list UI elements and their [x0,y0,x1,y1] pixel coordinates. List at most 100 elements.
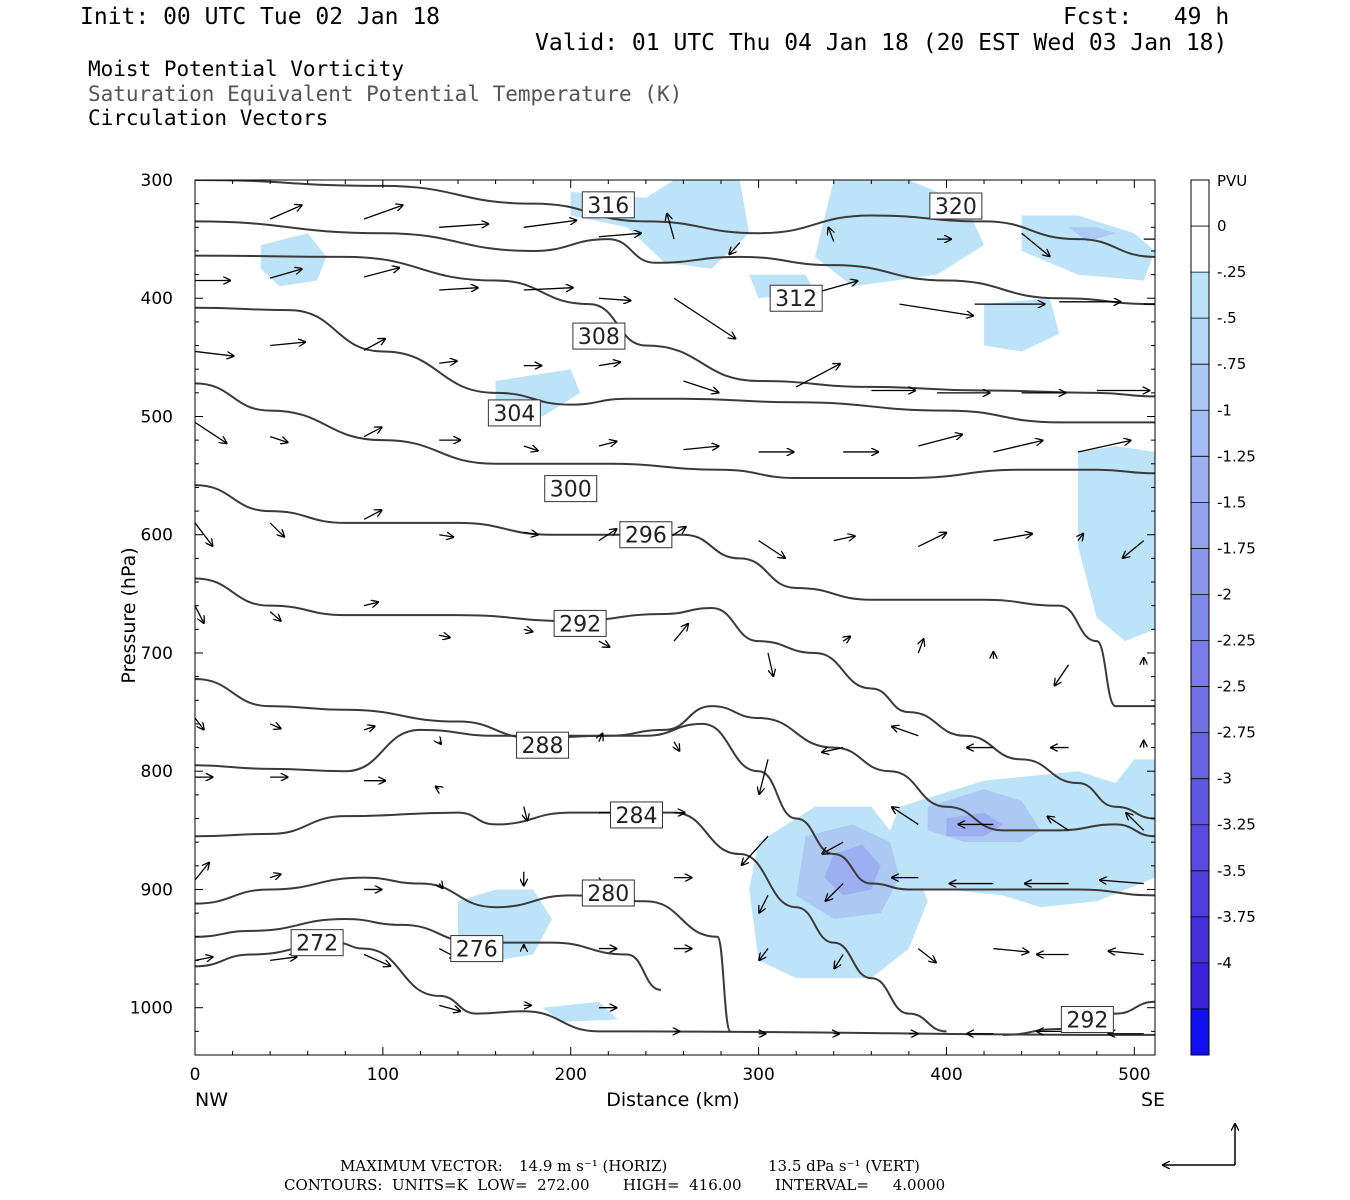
circulation-vector [363,726,375,729]
circulation-vector [834,954,844,968]
circulation-vectors [195,205,1155,1033]
contour-label-box [929,192,983,220]
circulation-vector [363,268,399,278]
x-tick-label: 100 [367,1065,399,1085]
colorbar-swatch [1191,318,1209,365]
colorbar-swatch [1191,364,1209,411]
max-vector-label: MAXIMUM VECTOR: [340,1157,503,1175]
circulation-vector [759,895,769,912]
pv-region [1077,446,1155,642]
valid-time: Valid: 01 UTC Thu 04 Jan 18 (20 EST Wed … [535,30,1228,56]
colorbar-label: -2 [1217,585,1232,603]
contour-label: 280 [587,882,629,907]
field-title-vectors: Circulation Vectors [88,106,329,130]
circulation-vector [269,874,281,877]
circulation-vector [195,522,213,546]
circulation-vector [269,205,302,220]
contour-label-box [581,879,635,907]
circulation-vector [439,1004,460,1011]
contour-label: 276 [456,938,498,963]
circulation-vector [598,362,620,365]
colorbar-swatch [1191,594,1209,642]
contour-line [195,577,1155,820]
pv-region [260,233,327,287]
colorbar-swatch [1191,732,1209,780]
colorbar-label: -3.75 [1217,908,1256,926]
circulation-vector [599,734,603,742]
pv-region [542,1001,618,1022]
y-tick-label: 300 [141,171,173,191]
circulation-vector [758,540,785,558]
colorbar-swatch [1191,226,1209,273]
contour-label-box [609,801,663,829]
circulation-vector [1123,540,1145,558]
colorbar-swatch [1191,686,1209,734]
circulation-vector [523,288,573,290]
circulation-vector [439,288,478,290]
contour-label: 296 [625,524,667,549]
y-tick-label: 900 [141,880,173,900]
circulation-vector [918,533,946,548]
axes: 0 100 200 300 400 500 300 400 500 600 700 800 900 100… [118,171,1165,1111]
pv-colorbar: PVU 0 -.25 -.5 -.75 -1 -1.25 -1.5 -1.75 -2 -2.25 -2… [1190,172,1256,1056]
contour-label: 292 [1066,1009,1108,1034]
y-tick-label: 500 [141,407,173,427]
circulation-vector [270,342,305,345]
circulation-vector [269,269,302,279]
max-vector-horiz: 14.9 m s⁻¹ (HORIZ) [519,1157,668,1175]
circulation-vector [673,297,735,338]
colorbar-swatch [1191,548,1209,595]
circulation-vector [892,807,919,825]
pv-region [1021,215,1155,281]
colorbar-label: -.5 [1217,309,1237,327]
circulation-vector [1077,440,1131,453]
circulation-vector [742,835,769,865]
contour-label-box [1060,1006,1114,1034]
circulation-vector [822,841,844,854]
circulation-vector [363,205,403,220]
colorbar-label: -1.5 [1217,493,1246,511]
contour-line [195,677,1155,838]
circulation-vector [439,635,450,637]
circulation-vector [759,759,769,794]
y-tick-label: 700 [141,644,173,664]
colorbar-label: -3 [1217,770,1232,788]
colorbar-label: -1.75 [1217,539,1256,557]
circulation-vector [892,727,919,737]
pv-region [984,298,1060,352]
circulation-vector [683,380,718,393]
plot-frame [194,179,1156,1056]
contour-line [195,722,1155,897]
circulation-vector [993,949,1028,952]
circulation-vector [598,441,617,446]
circulation-vector [269,435,288,443]
contour-label: 300 [550,478,592,503]
contour-line [195,254,1155,398]
circulation-vector [269,611,281,621]
circulation-vector [1109,951,1144,954]
contour-line [195,811,947,1033]
contour-line [195,918,662,991]
contour-label-box [572,322,626,350]
circulation-vector [363,510,382,520]
circulation-vector [363,427,382,438]
circulation-vector [918,435,962,447]
y-tick-label: 800 [141,762,173,782]
circulation-vector [833,536,855,541]
y-tick-label: 400 [141,289,173,309]
circulation-vector [598,298,631,300]
circulation-vector [363,339,385,351]
colorbar-swatch [1191,640,1209,688]
init-time: Init: 00 UTC Tue 02 Jan 18 [80,4,441,30]
circulation-vector [439,224,488,227]
circulation-vector [795,364,840,388]
x-tick-label: 200 [555,1065,587,1085]
contour-label-box [516,731,570,759]
colorbar-label: 0 [1217,217,1227,235]
circulation-vector [270,957,296,960]
circulation-vector [767,652,773,676]
circulation-vector [523,220,577,228]
circulation-vector [195,421,227,443]
y-axis-label: Pressure (hPa) [118,547,140,683]
